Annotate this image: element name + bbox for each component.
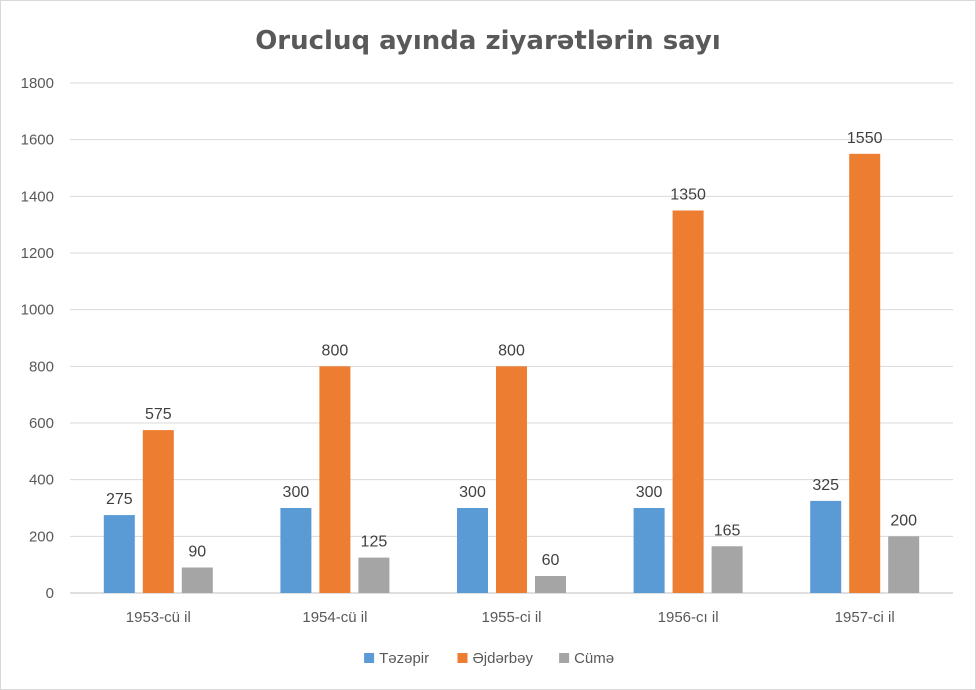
bar bbox=[711, 546, 743, 593]
data-label: 575 bbox=[145, 406, 172, 423]
x-tick-label: 1957-ci il bbox=[835, 609, 895, 626]
bar bbox=[457, 508, 488, 593]
legend-label: Təzəpir bbox=[379, 650, 429, 667]
data-label: 300 bbox=[636, 484, 663, 501]
x-axis: 1953-cü il 1954-cü il 1955-ci il 1956-cı il… bbox=[126, 609, 895, 626]
bar bbox=[319, 366, 351, 593]
y-tick-label: 0 bbox=[46, 585, 54, 602]
data-label: 1350 bbox=[670, 187, 706, 204]
legend: Təzəpir Əjdərbəy Cümə bbox=[364, 650, 614, 667]
data-label: 300 bbox=[459, 484, 486, 501]
data-label: 800 bbox=[322, 342, 349, 359]
y-tick-label: 1000 bbox=[21, 302, 54, 319]
x-tick-label: 1954-cü il bbox=[302, 609, 367, 626]
bar bbox=[672, 210, 704, 593]
bar bbox=[103, 515, 135, 593]
data-label: 90 bbox=[188, 544, 206, 561]
bar bbox=[181, 567, 213, 593]
data-label: 60 bbox=[542, 552, 560, 569]
data-label: 325 bbox=[812, 477, 839, 494]
y-tick-label: 400 bbox=[29, 472, 54, 489]
bar bbox=[142, 430, 174, 593]
data-label: 275 bbox=[106, 491, 133, 508]
y-tick-label: 1200 bbox=[21, 245, 54, 262]
y-tick-label: 1800 bbox=[21, 75, 54, 92]
bar bbox=[358, 557, 390, 593]
data-label: 300 bbox=[283, 484, 310, 501]
x-tick-label: 1956-cı il bbox=[658, 609, 719, 626]
data-label: 800 bbox=[498, 342, 525, 359]
y-tick-label: 800 bbox=[29, 358, 54, 375]
y-tick-label: 1400 bbox=[21, 188, 54, 205]
x-tick-label: 1955-ci il bbox=[481, 609, 541, 626]
legend-swatch bbox=[364, 653, 375, 663]
bar bbox=[849, 153, 881, 594]
data-labels: 275 575 90 300 800 125 300 800 60 300 1350 165 325 15… bbox=[106, 130, 917, 569]
data-label: 165 bbox=[714, 522, 741, 539]
legend-label: Əjdərbəy bbox=[473, 650, 534, 667]
chart-title: Orucluq ayında ziyarətlərin sayı bbox=[255, 26, 721, 56]
bars bbox=[103, 153, 920, 594]
bar bbox=[280, 508, 312, 593]
bar bbox=[535, 576, 566, 593]
x-tick-label: 1953-cü il bbox=[126, 609, 191, 626]
y-axis: 0 200 400 600 800 1000 1200 1400 1600 1800 bbox=[21, 75, 54, 602]
bar bbox=[810, 500, 842, 593]
legend-swatch bbox=[457, 653, 468, 663]
y-tick-label: 200 bbox=[29, 528, 54, 545]
legend-label: Cümə bbox=[574, 650, 614, 667]
data-label: 200 bbox=[890, 512, 917, 529]
legend-swatch bbox=[559, 653, 570, 663]
y-tick-label: 1600 bbox=[21, 132, 54, 149]
data-label: 125 bbox=[361, 534, 388, 551]
data-label: 1550 bbox=[847, 130, 883, 147]
bar bbox=[633, 508, 665, 593]
bar bbox=[496, 366, 527, 593]
y-tick-label: 600 bbox=[29, 415, 54, 432]
bar bbox=[888, 536, 920, 593]
